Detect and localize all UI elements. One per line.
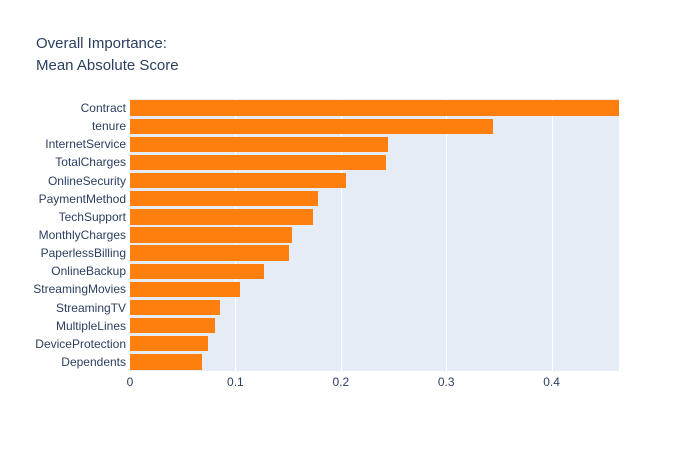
y-tick-label: StreamingMovies (33, 282, 126, 297)
chart-title-line2: Mean Absolute Score (36, 57, 179, 74)
y-tick-label: DeviceProtection (35, 336, 126, 351)
y-tick-label: Dependents (61, 354, 126, 369)
y-tick-label: tenure (91, 119, 126, 134)
bar-paperlessbilling[interactable] (130, 245, 290, 261)
y-tick-label: Contract (80, 101, 126, 116)
y-tick-label: TechSupport (58, 209, 126, 224)
bar-paymentmethod[interactable] (130, 191, 318, 207)
x-tick-label: 0 (126, 375, 134, 389)
bar-streamingtv[interactable] (130, 299, 220, 316)
x-tick-label: 0.1 (227, 375, 244, 389)
bar-internetservice[interactable] (130, 136, 389, 152)
bar-dependents[interactable] (130, 354, 202, 370)
y-tick-label: TotalCharges (55, 155, 126, 170)
bar-onlinesecurity[interactable] (130, 172, 346, 189)
gridline (446, 99, 448, 371)
gridline (551, 99, 553, 371)
x-tick-label: 0.3 (437, 375, 455, 389)
y-tick-label: MultipleLines (55, 318, 126, 333)
plot-area[interactable] (130, 99, 619, 371)
bar-multiplelines[interactable] (130, 318, 216, 334)
y-tick-label: InternetService (45, 137, 126, 152)
bar-totalcharges[interactable] (130, 154, 387, 171)
bar-tenure[interactable] (130, 118, 493, 134)
y-tick-label: PaperlessBilling (40, 246, 126, 261)
x-tick-label: 0.2 (332, 375, 350, 389)
x-tick-label: 0.4 (543, 375, 560, 389)
bar-onlinebackup[interactable] (130, 263, 264, 279)
y-tick-label: OnlineSecurity (47, 173, 126, 188)
gridline (340, 99, 342, 371)
chart-title: Overall Importance: Mean Absolute Score (36, 33, 179, 77)
chart-title-line1: Overall Importance: (36, 35, 167, 52)
bar-deviceprotection[interactable] (130, 336, 208, 352)
y-tick-label: MonthlyCharges (38, 227, 126, 242)
bar-contract[interactable] (130, 100, 619, 116)
y-tick-label: StreamingTV (55, 300, 126, 315)
bar-monthlycharges[interactable] (130, 227, 293, 243)
y-tick-label: PaymentMethod (38, 191, 126, 206)
y-tick-label: OnlineBackup (51, 264, 126, 279)
bar-streamingmovies[interactable] (130, 281, 240, 298)
bar-techsupport[interactable] (130, 209, 314, 225)
